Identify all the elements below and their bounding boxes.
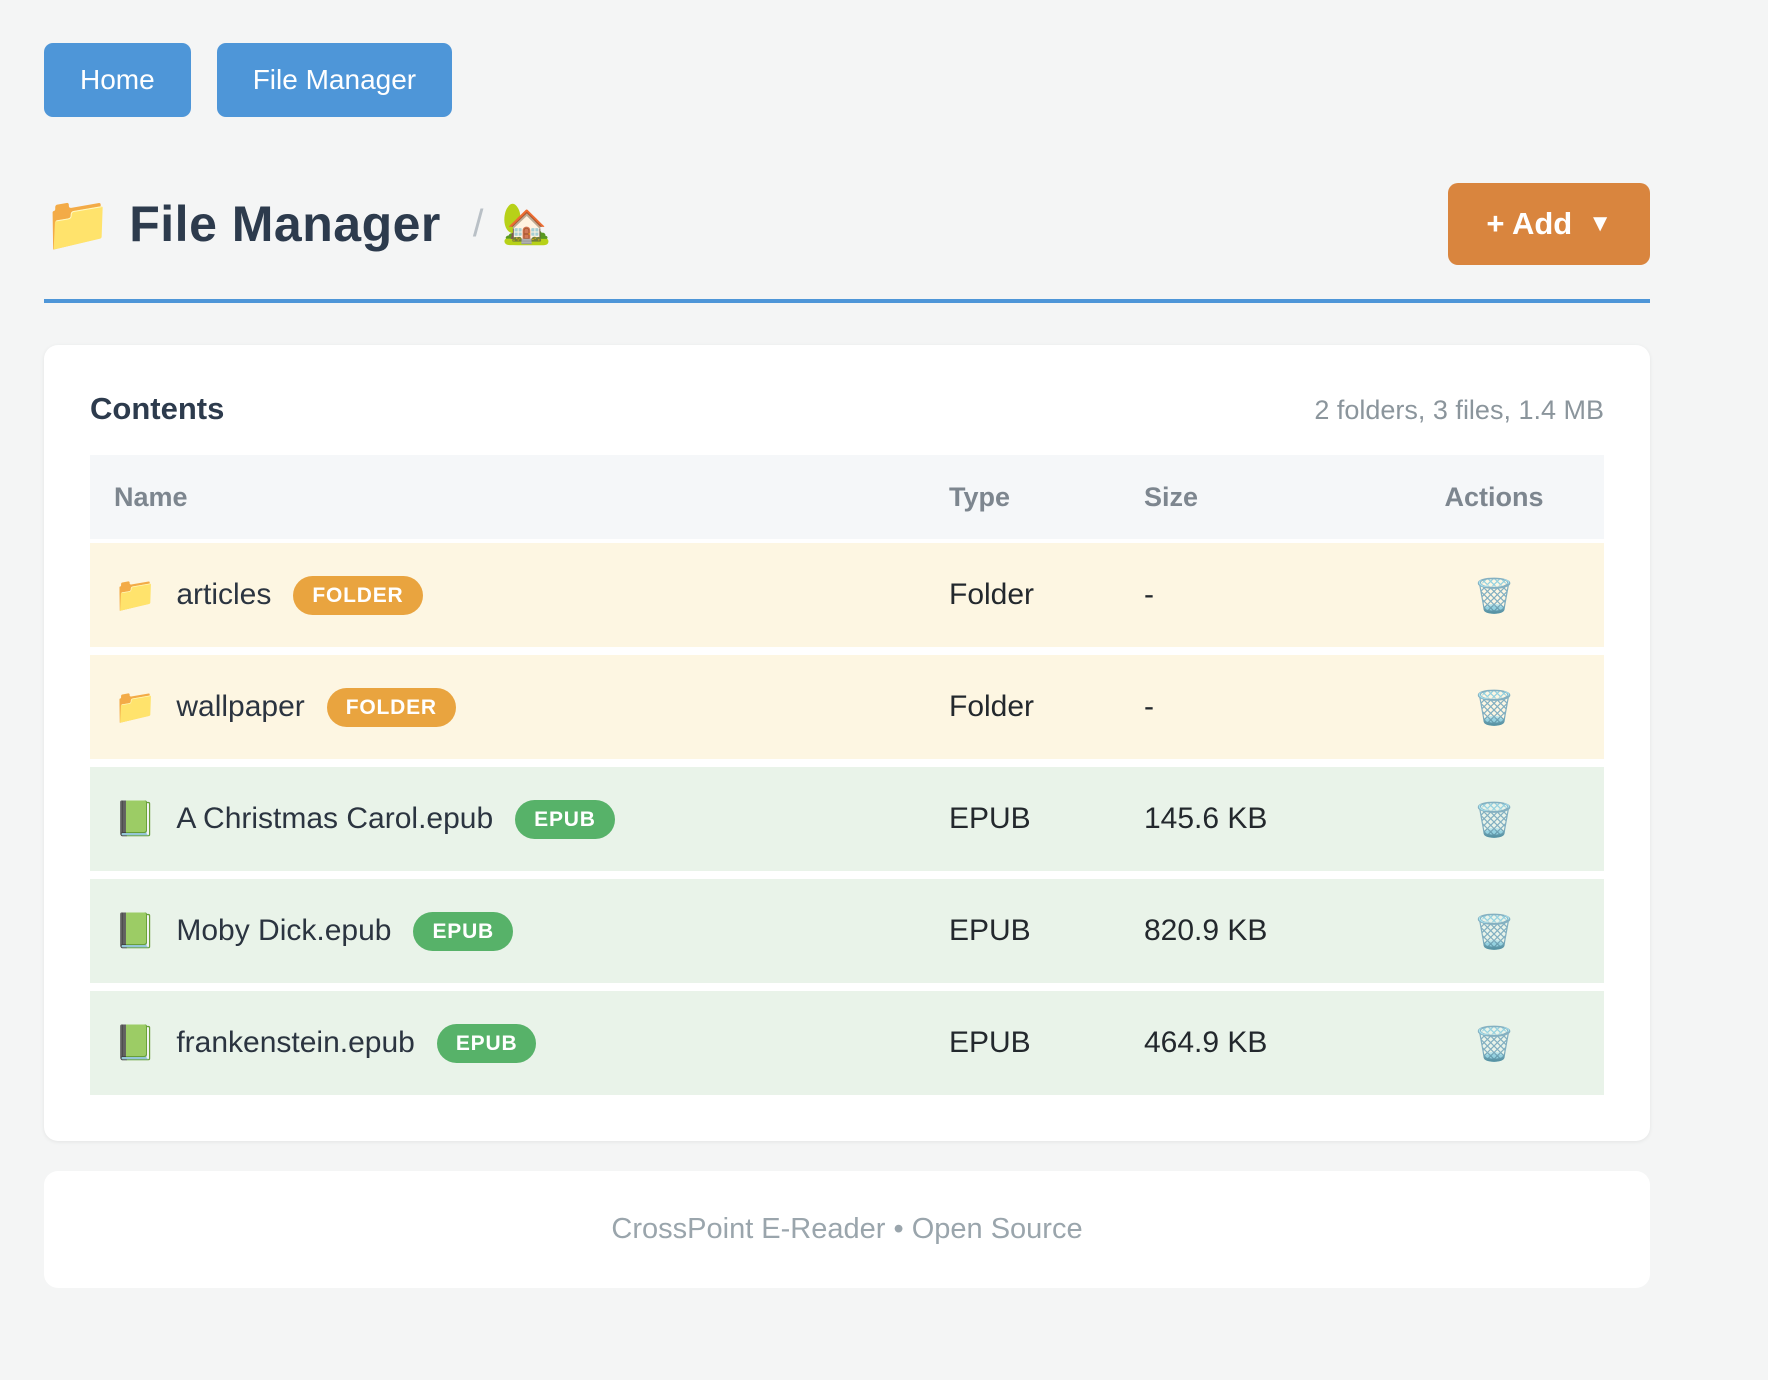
breadcrumb-home-icon[interactable]: 🏡 bbox=[501, 202, 552, 246]
item-size: 820.9 KB bbox=[1144, 914, 1268, 947]
contents-card: Contents 2 folders, 3 files, 1.4 MB Name… bbox=[44, 345, 1650, 1141]
item-type: EPUB bbox=[949, 1026, 1031, 1059]
footer-card: CrossPoint E-Reader • Open Source bbox=[44, 1171, 1650, 1288]
title-divider bbox=[44, 299, 1650, 303]
add-button[interactable]: + Add ▼ bbox=[1448, 183, 1650, 265]
trash-icon: 🗑️ bbox=[1473, 800, 1515, 838]
table-row: 📗 A Christmas Carol.epub EPUB EPUB 145.6… bbox=[90, 767, 1604, 871]
item-size: 464.9 KB bbox=[1144, 1026, 1268, 1059]
delete-button[interactable]: 🗑️ bbox=[1467, 797, 1520, 842]
nav-button-file-manager[interactable]: File Manager bbox=[216, 43, 453, 117]
top-nav: Home File Manager bbox=[44, 43, 1650, 117]
item-name-link[interactable]: A Christmas Carol.epub bbox=[176, 802, 494, 835]
epub-badge: EPUB bbox=[413, 911, 513, 951]
delete-button[interactable]: 🗑️ bbox=[1467, 573, 1520, 618]
page-title: File Manager bbox=[129, 196, 441, 252]
file-table: Name Type Size Actions 📁 articles FOLDER… bbox=[90, 455, 1604, 1095]
folder-icon: 📁 bbox=[114, 688, 157, 726]
book-icon: 📗 bbox=[114, 800, 157, 838]
footer-text: CrossPoint E-Reader • Open Source bbox=[611, 1213, 1083, 1245]
folder-icon: 📁 bbox=[44, 194, 112, 254]
item-name-link[interactable]: articles bbox=[176, 578, 272, 611]
table-row: 📁 articles FOLDER Folder - 🗑️ bbox=[90, 543, 1604, 647]
book-icon: 📗 bbox=[114, 1024, 157, 1062]
item-type: Folder bbox=[949, 578, 1035, 611]
caret-down-icon: ▼ bbox=[1588, 210, 1612, 237]
trash-icon: 🗑️ bbox=[1473, 1024, 1515, 1062]
breadcrumb-separator: / bbox=[472, 202, 484, 245]
trash-icon: 🗑️ bbox=[1473, 912, 1515, 950]
delete-button[interactable]: 🗑️ bbox=[1467, 1021, 1520, 1066]
folder-icon: 📁 bbox=[114, 576, 157, 614]
column-header-size: Size bbox=[1144, 481, 1199, 512]
contents-title: Contents bbox=[90, 391, 225, 426]
trash-icon: 🗑️ bbox=[1473, 576, 1515, 614]
item-name-link[interactable]: frankenstein.epub bbox=[176, 1026, 415, 1059]
page-header: 📁 File Manager / 🏡 + Add ▼ bbox=[44, 183, 1650, 265]
title-group: 📁 File Manager / 🏡 bbox=[44, 195, 551, 253]
column-header-type: Type bbox=[949, 481, 1011, 512]
item-type: EPUB bbox=[949, 802, 1031, 835]
contents-summary: 2 folders, 3 files, 1.4 MB bbox=[1314, 395, 1604, 425]
item-size: - bbox=[1144, 578, 1154, 611]
item-type: Folder bbox=[949, 690, 1035, 723]
table-row: 📁 wallpaper FOLDER Folder - 🗑️ bbox=[90, 655, 1604, 759]
item-type: EPUB bbox=[949, 914, 1031, 947]
item-name-link[interactable]: wallpaper bbox=[176, 690, 305, 723]
column-header-actions: Actions bbox=[1444, 481, 1544, 512]
table-row: 📗 Moby Dick.epub EPUB EPUB 820.9 KB 🗑️ bbox=[90, 879, 1604, 983]
page-container: Home File Manager 📁 File Manager / 🏡 + A… bbox=[44, 0, 1650, 1288]
item-name-link[interactable]: Moby Dick.epub bbox=[176, 914, 392, 947]
table-row: 📗 frankenstein.epub EPUB EPUB 464.9 KB 🗑… bbox=[90, 991, 1604, 1095]
delete-button[interactable]: 🗑️ bbox=[1467, 685, 1520, 730]
table-header-row: Name Type Size Actions bbox=[90, 455, 1604, 539]
column-header-name: Name bbox=[114, 481, 188, 512]
add-button-label: + Add bbox=[1486, 206, 1573, 241]
delete-button[interactable]: 🗑️ bbox=[1467, 909, 1520, 954]
folder-badge: FOLDER bbox=[326, 687, 456, 727]
trash-icon: 🗑️ bbox=[1473, 688, 1515, 726]
epub-badge: EPUB bbox=[436, 1023, 537, 1063]
book-icon: 📗 bbox=[114, 912, 157, 950]
contents-card-header: Contents 2 folders, 3 files, 1.4 MB bbox=[90, 391, 1604, 427]
item-size: 145.6 KB bbox=[1144, 802, 1268, 835]
item-size: - bbox=[1144, 690, 1154, 723]
nav-button-home[interactable]: Home bbox=[44, 43, 191, 117]
epub-badge: EPUB bbox=[515, 799, 615, 839]
folder-badge: FOLDER bbox=[293, 575, 423, 615]
